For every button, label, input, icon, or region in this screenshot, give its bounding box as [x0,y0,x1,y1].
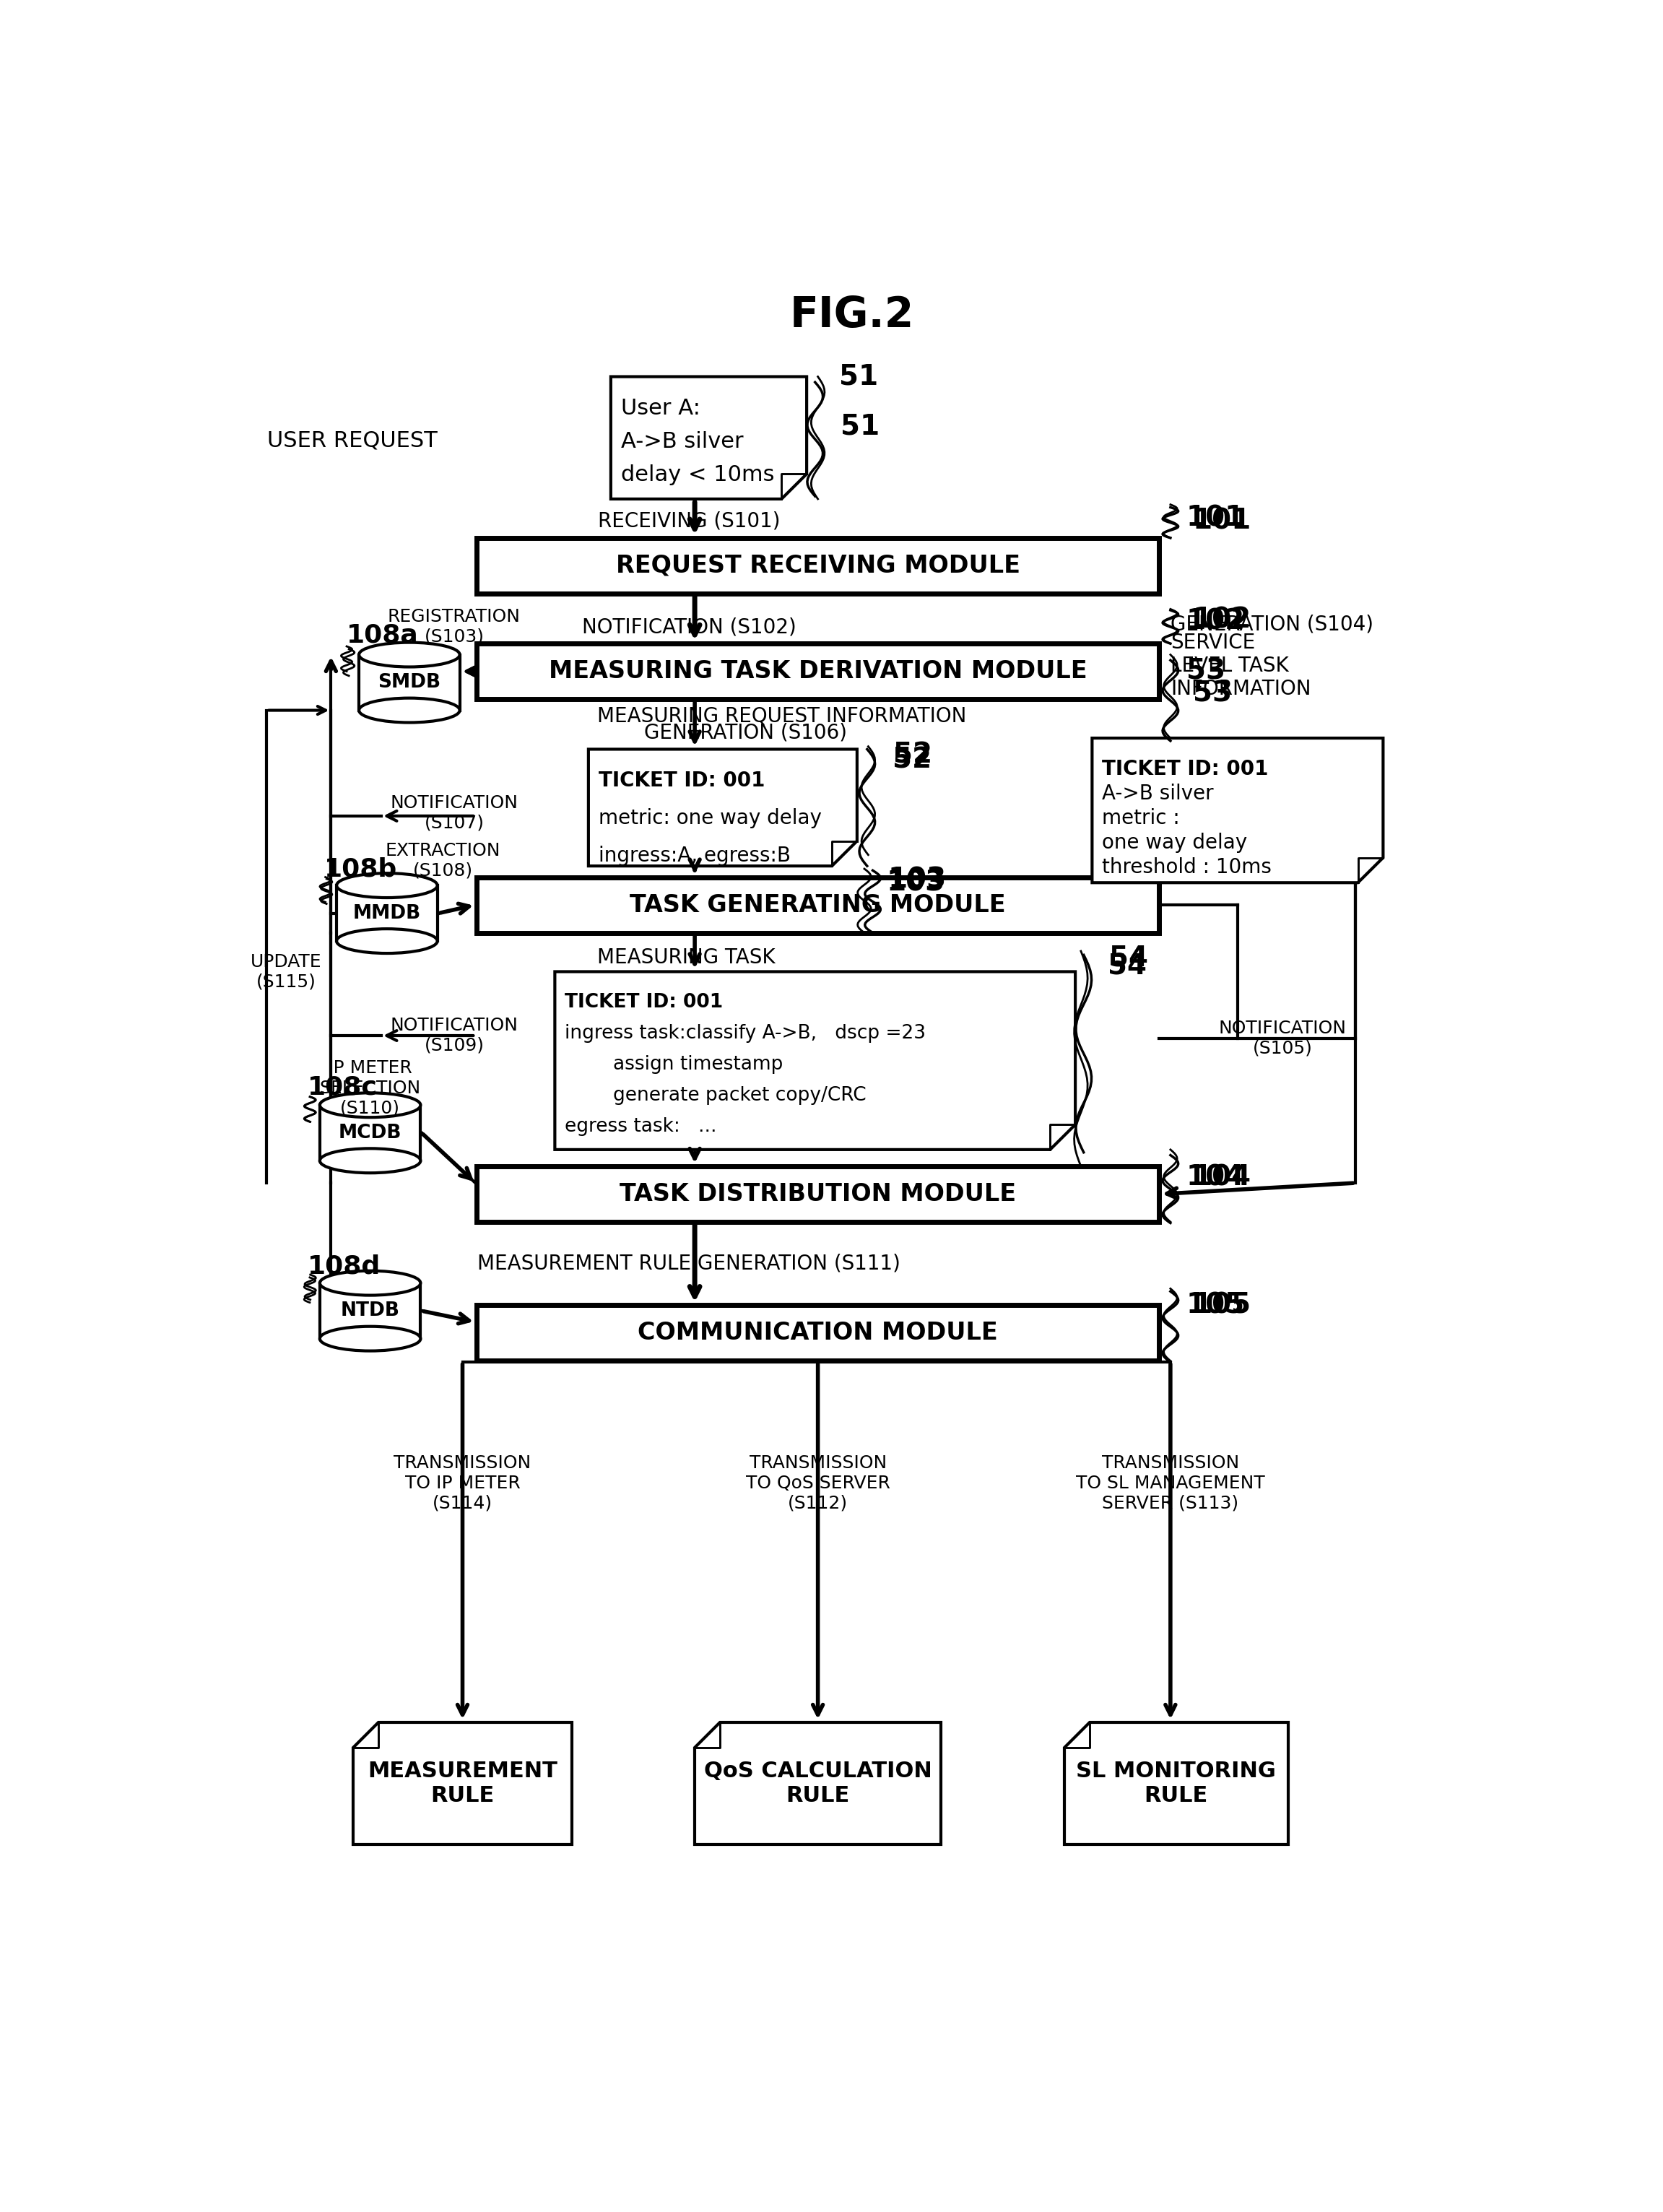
Bar [477,1166,1159,1221]
Text: generate packet copy/CRC: generate packet copy/CRC [565,1086,866,1106]
Text: 51: 51 [840,363,878,389]
Bar [319,1283,421,1338]
Text: ingress task:classify A->B,   dscp =23: ingress task:classify A->B, dscp =23 [565,1024,926,1042]
Text: MMDB: MMDB [353,905,421,922]
Ellipse shape [319,1148,421,1172]
Text: 51: 51 [840,414,880,440]
Text: one way delay: one way delay [1103,832,1247,854]
PathPatch shape [1064,1723,1287,1845]
Ellipse shape [319,1093,421,1117]
PathPatch shape [589,750,856,865]
Text: TICKET ID: 001: TICKET ID: 001 [565,993,723,1011]
Bar [477,878,1159,933]
Text: GENERATION (S106): GENERATION (S106) [644,723,846,743]
Ellipse shape [359,699,459,723]
Text: NTDB: NTDB [341,1301,399,1321]
Text: GENERATION (S104): GENERATION (S104) [1171,615,1374,635]
Text: 53: 53 [1192,679,1232,708]
Ellipse shape [319,1272,421,1296]
Text: SMDB: SMDB [378,672,441,692]
Ellipse shape [359,641,459,668]
Text: 52: 52 [893,741,933,768]
Text: QoS CALCULATION
RULE: QoS CALCULATION RULE [703,1761,931,1807]
Text: 108a: 108a [346,624,419,648]
Text: 101: 101 [1192,507,1252,535]
Text: COMMUNICATION MODULE: COMMUNICATION MODULE [639,1321,998,1345]
Text: MCDB: MCDB [339,1124,402,1141]
Text: 101: 101 [1186,504,1246,533]
Text: TASK DISTRIBUTION MODULE: TASK DISTRIBUTION MODULE [620,1181,1016,1206]
PathPatch shape [1093,739,1384,883]
Text: 104: 104 [1186,1164,1244,1190]
Text: EXTRACTION
(S108): EXTRACTION (S108) [386,843,501,878]
Text: UPDATE
(S115): UPDATE (S115) [251,953,323,991]
Text: metric: one way delay: metric: one way delay [599,807,822,827]
Text: 104: 104 [1192,1164,1251,1190]
Text: MEASURING TASK: MEASURING TASK [597,947,775,969]
Text: SL MONITORING
RULE: SL MONITORING RULE [1076,1761,1276,1807]
Text: TASK GENERATING MODULE: TASK GENERATING MODULE [630,894,1006,916]
Text: REGISTRATION
(S103): REGISTRATION (S103) [387,608,521,646]
Text: 102: 102 [1186,608,1246,635]
Text: REQUEST RECEIVING MODULE: REQUEST RECEIVING MODULE [615,553,1019,577]
PathPatch shape [353,1723,572,1845]
Bar [336,885,437,940]
Text: NOTIFICATION
(S107): NOTIFICATION (S107) [391,794,517,832]
Text: assign timestamp: assign timestamp [565,1055,783,1073]
Text: egress task:   ...: egress task: ... [565,1117,717,1137]
Bar [477,1305,1159,1360]
Bar [359,655,459,710]
Text: 108b: 108b [324,856,397,880]
Text: metric :: metric : [1103,807,1181,827]
Bar [477,644,1159,699]
Ellipse shape [319,1327,421,1352]
Text: 108d: 108d [308,1254,381,1279]
Text: USER REQUEST: USER REQUEST [268,429,437,451]
PathPatch shape [695,1723,941,1845]
Text: ingress:A, egress:B: ingress:A, egress:B [599,845,790,867]
Text: FIG.2: FIG.2 [790,294,915,336]
Text: TICKET ID: 001: TICKET ID: 001 [1103,759,1269,779]
Text: SERVICE
LEVEL TASK
INFORMATION: SERVICE LEVEL TASK INFORMATION [1171,633,1310,699]
Text: 105: 105 [1192,1292,1251,1318]
Text: NOTIFICATION
(S109): NOTIFICATION (S109) [391,1018,517,1055]
Bar [319,1106,421,1161]
Text: MEASUREMENT RULE GENERATION (S111): MEASUREMENT RULE GENERATION (S111) [477,1254,901,1274]
Text: TRANSMISSION
TO IP METER
(S114): TRANSMISSION TO IP METER (S114) [394,1455,530,1513]
Ellipse shape [336,874,437,898]
Text: delay < 10ms: delay < 10ms [620,465,775,484]
Text: 103: 103 [888,867,946,894]
Text: 54: 54 [1108,953,1147,980]
Text: A->B silver: A->B silver [620,431,743,451]
Text: 53: 53 [1186,657,1226,686]
Text: TRANSMISSION
TO QoS SERVER
(S112): TRANSMISSION TO QoS SERVER (S112) [745,1455,890,1513]
Text: 103: 103 [886,869,945,896]
Text: 105: 105 [1186,1292,1244,1318]
Text: A->B silver: A->B silver [1103,783,1214,803]
Text: MEASURING REQUEST INFORMATION: MEASURING REQUEST INFORMATION [597,706,966,726]
Ellipse shape [336,929,437,953]
PathPatch shape [610,376,807,500]
Text: IP METER
SELECTION
(S110): IP METER SELECTION (S110) [319,1060,421,1117]
Text: 54: 54 [1109,945,1147,971]
Text: 108c: 108c [308,1075,378,1099]
PathPatch shape [555,971,1076,1150]
Text: RECEIVING (S101): RECEIVING (S101) [599,511,780,531]
Text: 52: 52 [893,748,931,774]
Text: TICKET ID: 001: TICKET ID: 001 [599,770,765,790]
Text: NOTIFICATION
(S105): NOTIFICATION (S105) [1219,1020,1347,1057]
Text: threshold : 10ms: threshold : 10ms [1103,856,1272,878]
Text: NOTIFICATION (S102): NOTIFICATION (S102) [582,617,797,637]
Bar [477,538,1159,593]
Text: TRANSMISSION
TO SL MANAGEMENT
SERVER (S113): TRANSMISSION TO SL MANAGEMENT SERVER (S1… [1076,1455,1266,1513]
Text: User A:: User A: [620,398,700,418]
Text: 102: 102 [1192,606,1252,635]
Text: MEASUREMENT
RULE: MEASUREMENT RULE [368,1761,557,1807]
Text: MEASURING TASK DERIVATION MODULE: MEASURING TASK DERIVATION MODULE [549,659,1088,684]
